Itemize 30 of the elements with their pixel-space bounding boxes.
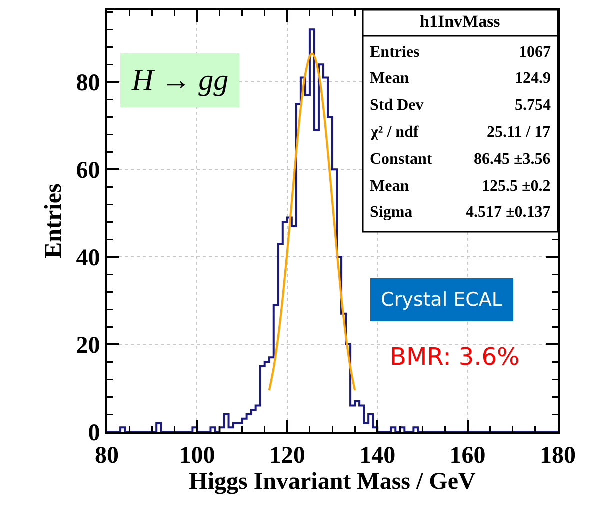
x-tick-label: 100	[179, 442, 216, 469]
x-tick-label: 120	[269, 442, 306, 469]
annotation: Mean	[370, 70, 410, 87]
annotation: χ² / ndf	[370, 124, 420, 141]
annotation: Crystal ECAL	[381, 289, 503, 311]
annotation: 5.754	[515, 97, 551, 114]
annotation: 124.9	[515, 70, 551, 87]
y-axis-title: Entries	[40, 184, 67, 258]
y-tick-label: 40	[76, 245, 100, 272]
annotation: Entries	[370, 44, 420, 61]
annotation: Mean	[370, 178, 410, 195]
annotation: 125.5 ±0.2	[482, 178, 551, 195]
annotation: Std Dev	[370, 97, 424, 114]
annotation: 86.45 ±3.56	[474, 151, 551, 168]
line-series	[268, 52, 356, 392]
annotation: BMR: 3.6%	[390, 343, 520, 371]
y-tick-label: 20	[76, 332, 100, 359]
x-axis-title: Higgs Invariant Mass / GeV	[189, 468, 476, 495]
x-tick-label: 180	[540, 442, 576, 469]
x-tick-label: 160	[450, 442, 486, 469]
annotation: h1InvMass	[420, 12, 501, 31]
annotation: Sigma	[370, 204, 413, 221]
y-tick-label: 60	[76, 158, 100, 184]
annotation: 25.11 / 17	[487, 124, 551, 141]
annotation: 4.517 ±0.137	[466, 204, 551, 221]
annotation: 1067	[519, 44, 551, 61]
x-tick-label: 140	[360, 442, 396, 469]
annotation: H → gg	[131, 64, 229, 97]
annotation: Constant	[370, 151, 433, 168]
y-tick-label: 80	[76, 70, 100, 97]
